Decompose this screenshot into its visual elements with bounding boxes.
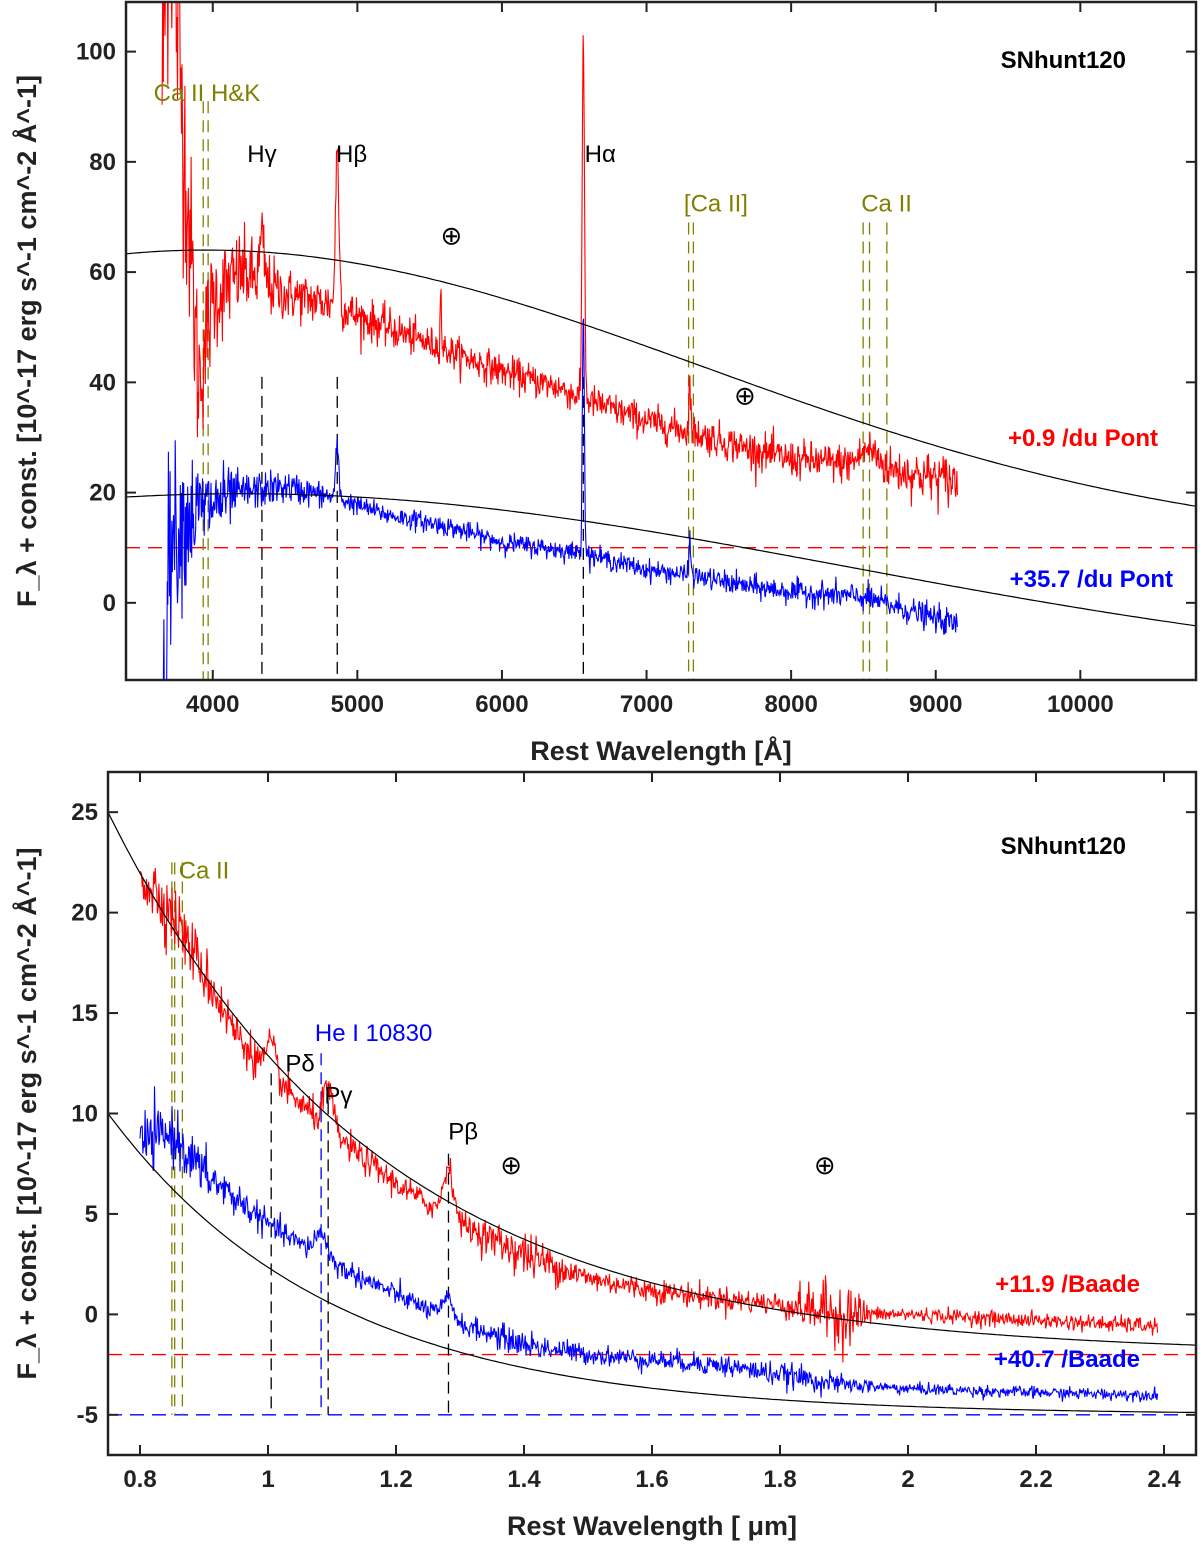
y-tick-label-5: 100: [76, 39, 116, 66]
continuum-fit-1: [108, 1113, 1196, 1414]
y-tick-label-4: 15: [71, 1000, 98, 1027]
y-tick-label-3: 10: [71, 1101, 98, 1128]
x-tick-label-5: 9000: [909, 691, 962, 718]
y-tick-label-0: 0: [103, 590, 116, 617]
y-tick-label-1: 20: [89, 480, 116, 507]
y-tick-label-3: 60: [89, 259, 116, 286]
y-tick-label-2: 40: [89, 369, 116, 396]
y-axis-label: F_λ + const. [10^-17 erg s^-1 cm^-2 Å^-1…: [11, 848, 42, 1380]
line-id-label-2: Hβ: [336, 141, 367, 168]
continuum-fit-0: [126, 249, 1196, 507]
telluric-mark-0: ⊕: [500, 1150, 522, 1180]
x-tick-label-8: 2.4: [1147, 1466, 1181, 1493]
telluric-mark-1: ⊕: [734, 380, 756, 410]
x-tick-label-4: 1.6: [635, 1466, 668, 1493]
x-tick-label-1: 1: [261, 1466, 274, 1493]
line-id-label-2: He I 10830: [315, 1020, 432, 1047]
x-tick-label-2: 1.2: [379, 1466, 412, 1493]
series-label-1: +40.7 /Baade: [994, 1346, 1140, 1373]
x-tick-label-6: 10000: [1047, 691, 1114, 718]
continuum-fit-0: [108, 811, 1196, 1346]
x-axis-label: Rest Wavelength [ μm]: [507, 1511, 797, 1541]
y-tick-label-4: 80: [89, 149, 116, 176]
telluric-mark-1: ⊕: [814, 1150, 836, 1180]
line-id-label-0: Ca II H&K: [154, 80, 261, 107]
x-axis-label: Rest Wavelength [Å]: [530, 735, 792, 766]
spectrum-0: [161, 2, 958, 515]
x-tick-label-7: 2.2: [1019, 1466, 1052, 1493]
y-tick-label-0: -5: [77, 1402, 98, 1429]
y-tick-label-5: 20: [71, 900, 98, 927]
x-tick-label-3: 7000: [620, 691, 673, 718]
plot-area: [108, 811, 1196, 1416]
spectrum-0: [139, 867, 1159, 1363]
x-tick-label-0: 0.8: [123, 1466, 156, 1493]
spectrum-1: [162, 318, 958, 680]
telluric-mark-0: ⊕: [440, 221, 462, 251]
series-label-1: +35.7 /du Pont: [1010, 566, 1173, 593]
y-tick-label-2: 5: [85, 1201, 98, 1228]
nir-spectrum-panel: 0.8 1 1.2 1.4 1.6 1.8 2 2.2 2.4 -5 0 5 10 15 20 25 Rest …: [11, 770, 1198, 1541]
y-tick-label-6: 25: [71, 799, 98, 826]
x-tick-label-4: 8000: [764, 691, 817, 718]
line-id-label-5: Ca II: [861, 190, 912, 217]
x-tick-label-2: 6000: [475, 691, 528, 718]
object-label: SNhunt120: [1001, 47, 1126, 74]
x-tick-label-0: 4000: [186, 691, 239, 718]
y-tick-label-1: 0: [85, 1301, 98, 1328]
line-id-label-3: Hα: [585, 141, 616, 168]
y-axis-label: F_λ + const. [10^-17 erg s^-1 cm^-2 Å^-1…: [11, 75, 42, 607]
line-id-label-4: [Ca II]: [684, 190, 748, 217]
object-label: SNhunt120: [1001, 833, 1126, 860]
line-id-label-1: Hγ: [247, 141, 276, 168]
x-tick-label-6: 2: [901, 1466, 914, 1493]
line-id-label-4: Pβ: [448, 1119, 478, 1146]
spectrum-1: [139, 1086, 1159, 1403]
plot-area: [126, 2, 1196, 680]
x-tick-label-1: 5000: [331, 691, 384, 718]
line-id-label-0: Ca II: [179, 857, 230, 884]
plot-frame: [124, 0, 1198, 682]
continuum-fit-1: [126, 493, 1196, 627]
optical-spectrum-panel: 4000 5000 6000 7000 8000 9000 10000 0 20 40 60 80 10…: [11, 0, 1198, 766]
line-id-label-1: Pδ: [285, 1050, 314, 1077]
x-tick-label-3: 1.4: [507, 1466, 541, 1493]
x-tick-label-5: 1.8: [763, 1466, 796, 1493]
series-label-0: +0.9 /du Pont: [1008, 425, 1158, 452]
series-label-0: +11.9 /Baade: [995, 1271, 1140, 1298]
line-id-label-3: Pγ: [324, 1082, 352, 1109]
